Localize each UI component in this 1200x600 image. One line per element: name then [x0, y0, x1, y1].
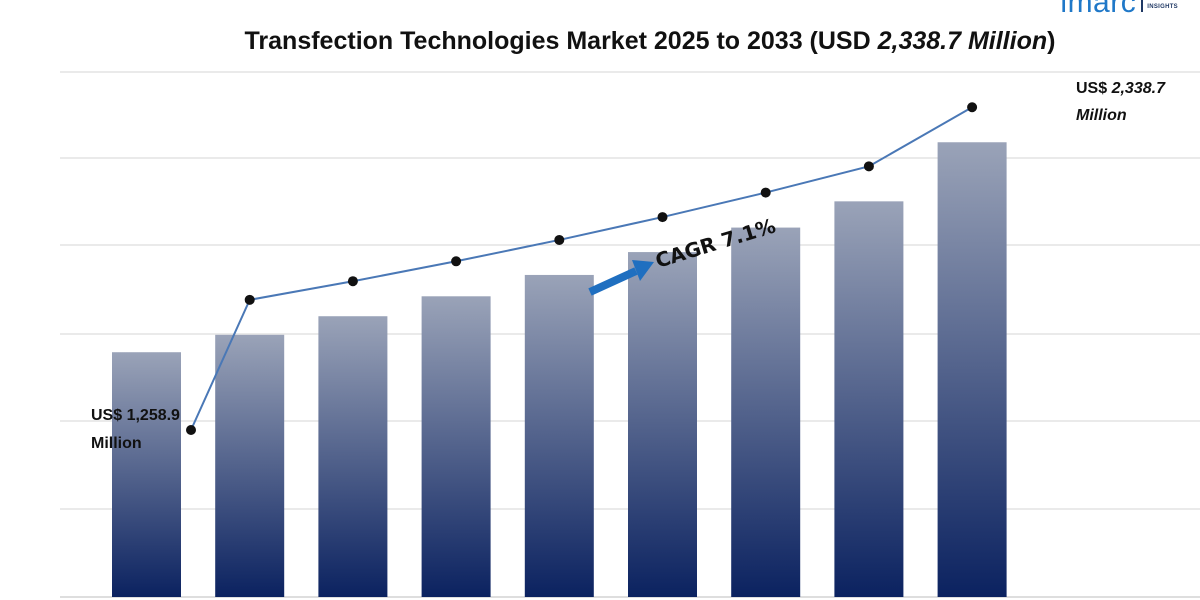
end-value-label-line2: Million	[1076, 107, 1127, 124]
chart-title-suffix: )	[1047, 27, 1056, 55]
logo-tagline: INSIGHTS	[1147, 4, 1178, 10]
trend-line-group	[186, 102, 978, 435]
cagr-arrow	[588, 260, 654, 296]
trend-point-2031	[760, 187, 771, 198]
cagr-arrow-head	[632, 260, 654, 281]
trend-point-2032	[863, 161, 874, 172]
cagr-arrow-shaft	[588, 267, 638, 296]
imarc-logo: imarc INSIGHTS	[1060, 0, 1178, 19]
bar-2031	[731, 227, 801, 597]
chart-title-emphasis: 2,338.7 Million	[877, 27, 1048, 55]
bar-2027	[318, 316, 388, 597]
logo-wordmark: imarc	[1060, 0, 1137, 19]
end-value-label-number: 2,338.7	[1111, 80, 1166, 97]
start-value-label-line2: Million	[91, 435, 142, 452]
trend-point-2029	[554, 234, 565, 245]
trend-point-2025	[186, 425, 196, 435]
trend-point-2027	[347, 276, 358, 287]
trend-point-2026	[244, 294, 255, 305]
trend-point-2033	[967, 102, 978, 113]
chart-title: Transfection Technologies Market 2025 to…	[0, 27, 1200, 56]
chart-title-prefix: Transfection Technologies Market 2025 to…	[244, 27, 878, 55]
bar-2030	[628, 252, 697, 597]
logo-separator	[1141, 0, 1144, 12]
start-value-label-line1: US$ 1,258.9	[91, 407, 180, 424]
bar-2028	[421, 296, 491, 597]
bars	[112, 142, 1007, 597]
end-value-label-prefix: US$	[1076, 80, 1112, 97]
end-value-label-line1: US$ 2,338.7	[1076, 80, 1166, 97]
bar-2033	[937, 142, 1007, 597]
bar-2026	[215, 334, 285, 597]
bar-2025	[112, 352, 181, 597]
trend-point-2028	[451, 256, 462, 267]
bar-2032	[834, 201, 904, 597]
bar-2029	[524, 274, 594, 597]
trend-point-2030	[657, 212, 668, 223]
